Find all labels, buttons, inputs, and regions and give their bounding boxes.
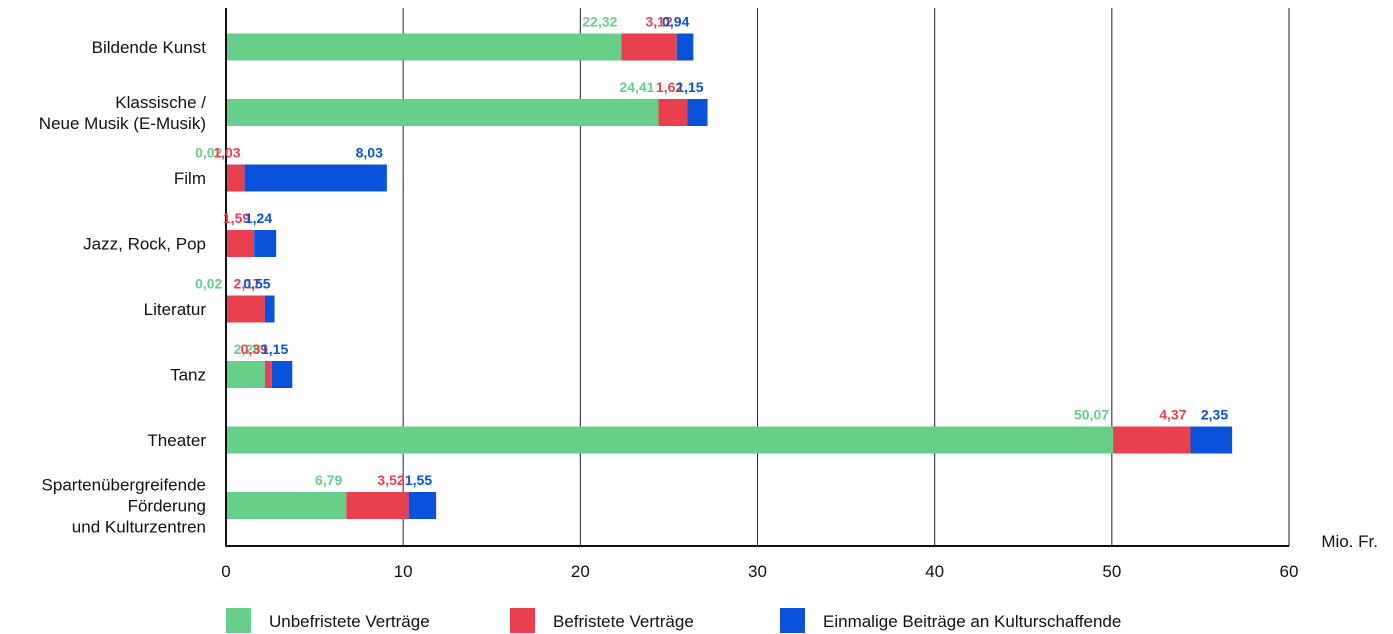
category-label: Film xyxy=(174,169,206,188)
x-tick-labels: 0 10 20 30 40 50 60 xyxy=(221,562,1298,581)
gridlines xyxy=(402,8,1290,546)
legend-label: Unbefristete Verträge xyxy=(269,612,430,631)
bar-segment xyxy=(226,230,255,257)
data-label: 8,03 xyxy=(356,145,383,161)
category-labels: Bildende Kunst Klassische / Neue Musik (E-… xyxy=(39,38,207,537)
bar-segment xyxy=(1113,426,1191,454)
category-label: Theater xyxy=(147,431,206,450)
legend: Unbefristete Verträge Befristete Verträge… xyxy=(226,608,1121,633)
data-label: 3,12 xyxy=(645,14,672,30)
data-label: 1,15 xyxy=(261,341,288,357)
category-label: Bildende Kunst xyxy=(92,38,207,57)
data-label: 1,03 xyxy=(213,145,240,161)
data-label: 4,37 xyxy=(1159,407,1186,423)
x-tick-label: 60 xyxy=(1280,562,1299,581)
bar-segment xyxy=(244,164,387,192)
data-label: 22,32 xyxy=(582,14,617,30)
x-unit-label: Mio. Fr. xyxy=(1321,532,1378,551)
data-label: 1,55 xyxy=(405,472,432,488)
legend-label: Einmalige Beiträge an Kulturschaffende xyxy=(823,612,1121,631)
data-label: 1,15 xyxy=(676,79,703,95)
category-label: Literatur xyxy=(144,300,207,319)
legend-swatch xyxy=(780,608,805,633)
legend-swatch xyxy=(226,608,251,633)
data-label: 1,59 xyxy=(223,210,250,226)
bar-segment xyxy=(621,33,677,61)
x-tick-label: 10 xyxy=(394,562,413,581)
category-label: Klassische / Neue Musik (E-Musik) xyxy=(39,93,206,133)
data-label: 6,79 xyxy=(315,472,342,488)
bar-segment xyxy=(687,99,708,126)
bar-segment xyxy=(226,492,347,519)
data-label: 3,52 xyxy=(377,472,404,488)
x-tick-label: 40 xyxy=(925,562,944,581)
data-label: 0,55 xyxy=(243,276,270,292)
bar-segment xyxy=(408,492,437,519)
data-label: 24,41 xyxy=(619,79,654,95)
x-tick-label: 0 xyxy=(221,562,230,581)
bar-segment xyxy=(264,361,272,388)
bar-segment xyxy=(254,230,277,257)
bar-segment xyxy=(346,492,409,519)
data-label: 0,02 xyxy=(195,276,222,292)
category-label: Tanz xyxy=(170,366,206,385)
bar-segment xyxy=(226,295,265,323)
bar-segment xyxy=(226,426,1114,454)
bar-segment xyxy=(658,99,688,126)
bar-segment xyxy=(271,361,293,388)
data-label: 1,62 xyxy=(656,79,683,95)
category-label: Jazz, Rock, Pop xyxy=(83,235,206,254)
bar-segment xyxy=(226,99,659,126)
bar-segment xyxy=(676,33,694,61)
bar-segment xyxy=(226,33,622,61)
bar-segment xyxy=(1190,426,1233,454)
bar-segment xyxy=(226,164,245,192)
data-label: 50,07 xyxy=(1074,407,1109,423)
data-label: 1,24 xyxy=(245,210,272,226)
axes xyxy=(225,8,1289,547)
data-label: 2,20 xyxy=(234,341,261,357)
x-tick-label: 30 xyxy=(748,562,767,581)
data-label: 0,94 xyxy=(662,14,689,30)
data-label: 0,39 xyxy=(241,341,268,357)
bar-segment xyxy=(264,295,275,323)
category-label: Spartenübergreifende Förderung und Kulturz… xyxy=(42,476,206,537)
legend-label: Befristete Verträge xyxy=(553,612,694,631)
bars xyxy=(226,33,1233,519)
x-tick-label: 20 xyxy=(571,562,590,581)
x-tick-label: 50 xyxy=(1102,562,1121,581)
bar-segment xyxy=(226,361,265,388)
data-label: 2,35 xyxy=(1201,407,1228,423)
legend-swatch xyxy=(510,608,535,633)
data-label: 0,02 xyxy=(195,145,222,161)
data-label: 2,17 xyxy=(234,276,261,292)
